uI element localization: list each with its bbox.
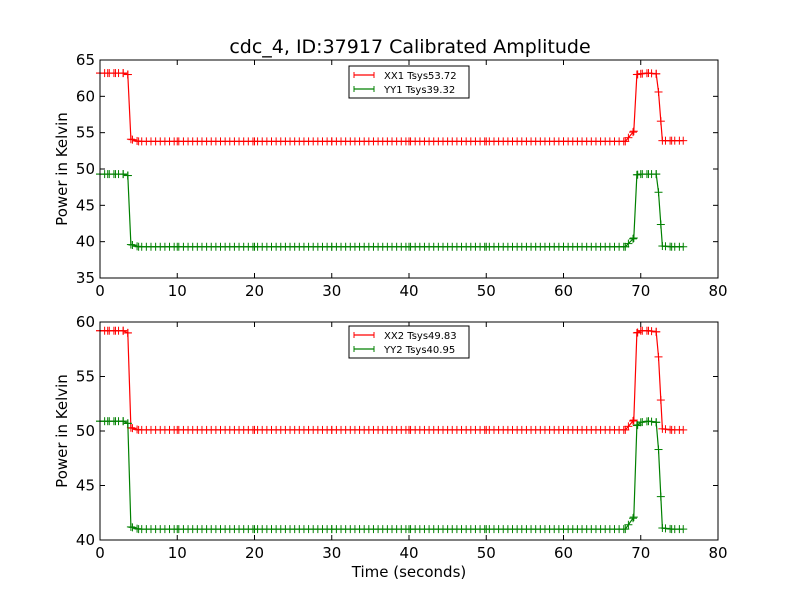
legend: XX2 Tsys49.83 YY2 Tsys40.95 (348, 325, 470, 359)
x-tick-label: 60 (554, 544, 573, 562)
x-tick-label: 40 (399, 544, 418, 562)
legend-box (348, 65, 470, 99)
series-markers-2-2 (96, 417, 688, 534)
chart-title: cdc_4, ID:37917 Calibrated Amplitude (229, 36, 590, 58)
series-markers-1-1 (96, 69, 688, 146)
y-tick-label: 65 (76, 51, 95, 69)
x-axis-label: Time (seconds) (351, 563, 467, 581)
x-tick-label: 80 (708, 544, 727, 562)
legend-box (348, 325, 470, 359)
y-tick-label: 45 (76, 477, 95, 495)
x-tick-label: 50 (477, 282, 496, 300)
y-axis-label: Power in Kelvin (53, 374, 71, 488)
y-axis-label: Power in Kelvin (53, 112, 71, 226)
y-tick-label: 45 (76, 196, 95, 214)
x-tick-label: 20 (245, 544, 264, 562)
legend-label: XX2 Tsys49.83 (384, 331, 457, 342)
legend-label: XX1 Tsys53.72 (384, 71, 457, 82)
legend-label: YY1 Tsys39.32 (383, 85, 455, 96)
x-tick-label: 80 (708, 282, 727, 300)
y-tick-label: 60 (76, 87, 95, 105)
x-tick-label: 30 (322, 544, 341, 562)
y-tick-label: 55 (76, 124, 95, 142)
y-tick-label: 50 (76, 160, 95, 178)
x-tick-label: 70 (631, 282, 650, 300)
x-tick-label: 0 (95, 282, 105, 300)
x-tick-label: 0 (95, 544, 105, 562)
series-markers-2-1 (96, 326, 688, 434)
y-tick-label: 50 (76, 422, 95, 440)
subplot-2: 0 10 20 30 40 50 60 70 80 40 45 50 55 60 Power in Kelv… (53, 313, 728, 581)
y-tick-label: 35 (76, 269, 95, 287)
legend: XX1 Tsys53.72 YY1 Tsys39.32 (348, 65, 470, 99)
y-tick-label: 40 (76, 531, 95, 549)
x-tick-label: 30 (322, 282, 341, 300)
x-tick-label: 10 (168, 544, 187, 562)
series-line-1-2 (100, 173, 684, 248)
x-tick-label: 60 (554, 282, 573, 300)
y-tick-label: 55 (76, 368, 95, 386)
legend-label: YY2 Tsys40.95 (383, 345, 455, 356)
x-tick-label: 40 (399, 282, 418, 300)
y-tick-label: 60 (76, 313, 95, 331)
x-tick-label: 50 (477, 544, 496, 562)
y-tick-label: 40 (76, 233, 95, 251)
x-tick-label: 10 (168, 282, 187, 300)
subplot-1: 0 10 20 30 40 50 60 70 80 35 40 45 50 55 60 65 Power in … (53, 51, 728, 300)
series-markers-1-2 (96, 170, 688, 251)
series-line-2-2 (100, 420, 684, 530)
x-tick-label: 70 (631, 544, 650, 562)
x-tick-label: 20 (245, 282, 264, 300)
